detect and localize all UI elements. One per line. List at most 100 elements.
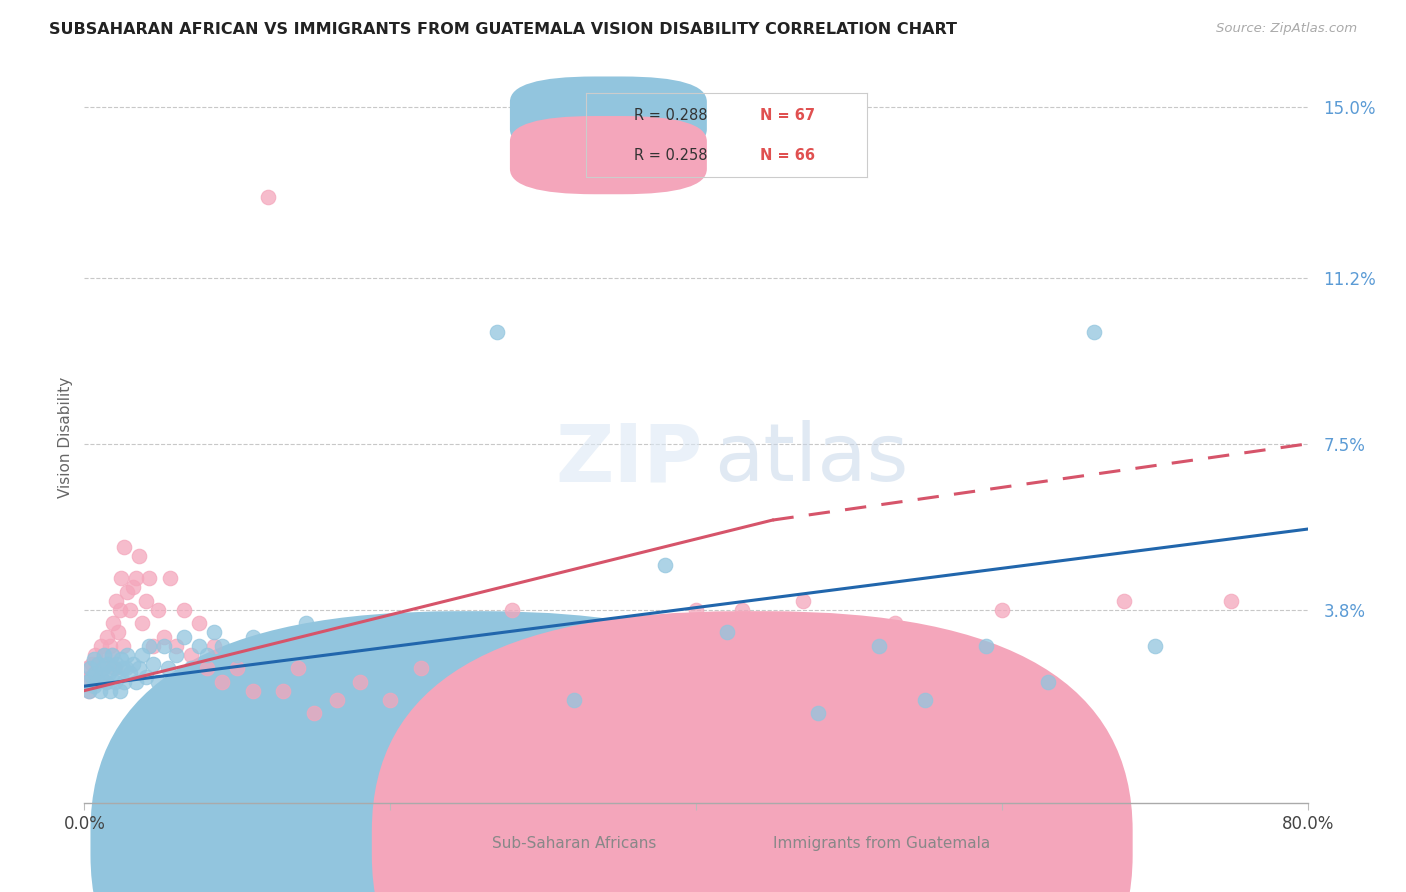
Point — [302, 706, 325, 720]
Point — [257, 674, 280, 689]
Point — [110, 571, 132, 585]
Point — [153, 639, 176, 653]
Point — [173, 603, 195, 617]
Point — [287, 661, 309, 675]
Point — [107, 670, 129, 684]
Point — [105, 657, 128, 671]
Text: Sub-Saharan Africans: Sub-Saharan Africans — [492, 836, 657, 851]
Point — [257, 190, 280, 204]
Point — [173, 630, 195, 644]
Point — [97, 657, 120, 671]
Point — [562, 692, 585, 706]
Point — [86, 674, 108, 689]
Text: Immigrants from Guatemala: Immigrants from Guatemala — [773, 836, 990, 851]
Point — [86, 665, 108, 680]
Point — [76, 674, 98, 689]
Point — [1143, 639, 1166, 653]
Point — [93, 648, 115, 662]
Point — [195, 648, 218, 662]
Point — [89, 683, 111, 698]
Point — [180, 661, 202, 675]
Point — [96, 630, 118, 644]
Point — [349, 674, 371, 689]
Point — [135, 670, 157, 684]
Point — [101, 648, 124, 662]
Point — [112, 540, 135, 554]
Point — [146, 674, 169, 689]
Point — [87, 657, 110, 671]
Point — [96, 657, 118, 671]
Point — [110, 652, 132, 666]
Point — [456, 706, 478, 720]
Point — [425, 616, 447, 631]
Point — [364, 630, 387, 644]
Point — [869, 639, 891, 653]
Point — [318, 648, 340, 662]
Point — [716, 625, 738, 640]
Point — [79, 670, 101, 684]
Point — [77, 683, 100, 698]
Point — [98, 639, 121, 653]
Point — [128, 661, 150, 675]
Point — [125, 571, 148, 585]
Point — [135, 594, 157, 608]
Point — [87, 657, 110, 671]
Point — [991, 603, 1014, 617]
Point — [486, 325, 509, 339]
Point — [114, 661, 136, 675]
Point — [111, 661, 134, 675]
Point — [165, 639, 187, 653]
Point — [211, 674, 233, 689]
Point — [115, 648, 138, 662]
Point — [271, 639, 294, 653]
FancyBboxPatch shape — [90, 611, 851, 892]
Point — [731, 603, 754, 617]
Point — [91, 661, 114, 675]
Point — [340, 639, 363, 653]
Point — [90, 639, 112, 653]
Text: Source: ZipAtlas.com: Source: ZipAtlas.com — [1216, 22, 1357, 36]
Point — [112, 674, 135, 689]
Point — [103, 616, 125, 631]
Point — [153, 630, 176, 644]
Point — [1114, 594, 1136, 608]
Point — [380, 692, 402, 706]
Point — [180, 648, 202, 662]
Point — [79, 661, 101, 675]
Point — [104, 661, 127, 675]
Point — [146, 603, 169, 617]
Text: atlas: atlas — [714, 420, 908, 498]
Point — [807, 706, 830, 720]
Point — [94, 674, 117, 689]
Point — [111, 639, 134, 653]
Point — [792, 594, 814, 608]
Point — [83, 674, 105, 689]
Point — [1036, 674, 1059, 689]
Point — [271, 683, 294, 698]
Point — [295, 616, 318, 631]
Point — [115, 585, 138, 599]
Point — [325, 692, 347, 706]
Point — [1083, 325, 1105, 339]
Point — [409, 661, 432, 675]
Point — [94, 674, 117, 689]
Point — [98, 683, 121, 698]
Text: SUBSAHARAN AFRICAN VS IMMIGRANTS FROM GUATEMALA VISION DISABILITY CORRELATION CH: SUBSAHARAN AFRICAN VS IMMIGRANTS FROM GU… — [49, 22, 957, 37]
Point — [90, 670, 112, 684]
Point — [108, 603, 131, 617]
Point — [165, 648, 187, 662]
Point — [105, 594, 128, 608]
Point — [91, 661, 114, 675]
Point — [195, 661, 218, 675]
Point — [226, 661, 249, 675]
Point — [83, 679, 105, 693]
Point — [883, 616, 905, 631]
Point — [138, 571, 160, 585]
Point — [120, 665, 142, 680]
Point — [609, 639, 631, 653]
Point — [685, 603, 707, 617]
Point — [211, 639, 233, 653]
Point — [914, 692, 936, 706]
Point — [108, 683, 131, 698]
Point — [547, 674, 569, 689]
